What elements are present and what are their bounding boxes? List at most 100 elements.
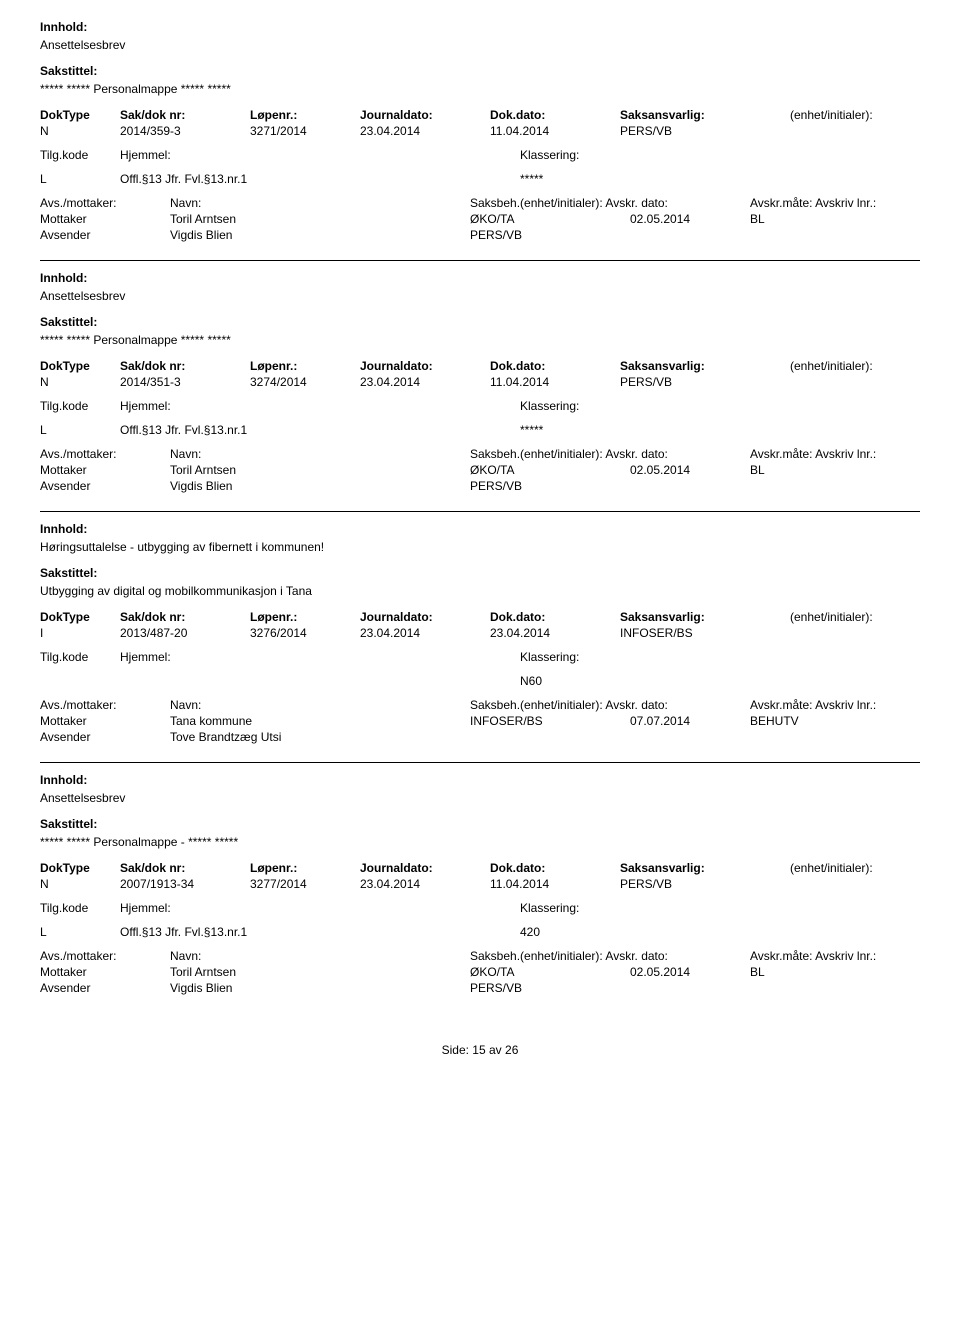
- tilgkode-value: L: [40, 172, 120, 186]
- lopenr-label: Løpenr.:: [250, 108, 360, 122]
- dokdato-label: Dok.dato:: [490, 610, 620, 624]
- doktype-value: N: [40, 375, 120, 389]
- party-name: Toril Arntsen: [170, 212, 470, 226]
- innhold-label: Innhold:: [40, 522, 920, 536]
- saksansvarlig-label: Saksansvarlig:: [620, 108, 790, 122]
- tilgkode-value: L: [40, 925, 120, 939]
- party-row: Mottaker Toril Arntsen ØKO/TA 02.05.2014…: [40, 212, 920, 226]
- journaldato-label: Journaldato:: [360, 861, 490, 875]
- party-name: Toril Arntsen: [170, 965, 470, 979]
- side-label: Side:: [442, 1043, 469, 1057]
- party-row: Mottaker Toril Arntsen ØKO/TA 02.05.2014…: [40, 965, 920, 979]
- party-avskr-mate: BL: [750, 463, 920, 477]
- party-name: Tana kommune: [170, 714, 470, 728]
- innhold-label: Innhold:: [40, 773, 920, 787]
- saksansvarlig-label: Saksansvarlig:: [620, 610, 790, 624]
- party-avskr-dato: 02.05.2014: [630, 965, 750, 979]
- party-avskr-mate: BL: [750, 212, 920, 226]
- party-avskr-mate: [750, 479, 920, 493]
- hjemmel-label: Hjemmel:: [120, 901, 520, 915]
- saksansvarlig-label: Saksansvarlig:: [620, 861, 790, 875]
- klassering-value: *****: [520, 423, 920, 437]
- klassering-value: N60: [520, 674, 920, 688]
- journaldato-value: 23.04.2014: [360, 626, 490, 640]
- doktype-label: DokType: [40, 108, 120, 122]
- dokdato-value: 11.04.2014: [490, 375, 620, 389]
- party-name: Tove Brandtzæg Utsi: [170, 730, 470, 744]
- sakstittel-label: Sakstittel:: [40, 64, 920, 78]
- sakdoknr-value: 2007/1913-34: [120, 877, 250, 891]
- journal-record: Innhold: Ansettelsesbrev Sakstittel: ***…: [40, 20, 920, 261]
- sakstittel-text: ***** ***** Personalmappe - ***** *****: [40, 835, 920, 849]
- sakstittel-text: Utbygging av digital og mobilkommunikasj…: [40, 584, 920, 598]
- avskr-mate-lnr-label: Avskr.måte: Avskriv lnr.:: [750, 196, 920, 210]
- klassering-value: *****: [520, 172, 920, 186]
- party-saksbeh: ØKO/TA: [470, 965, 630, 979]
- innhold-text: Høringsuttalelse - utbygging av fibernet…: [40, 540, 920, 554]
- avskr-mate-lnr-label: Avskr.måte: Avskriv lnr.:: [750, 698, 920, 712]
- party-avskr-mate: BEHUTV: [750, 714, 920, 728]
- klassering-label: Klassering:: [520, 650, 920, 664]
- journaldato-value: 23.04.2014: [360, 375, 490, 389]
- party-role: Avsender: [40, 730, 170, 744]
- enhet-initialer-label: (enhet/initialer):: [790, 861, 920, 875]
- navn-label: Navn:: [170, 196, 470, 210]
- saksansvarlig-label: Saksansvarlig:: [620, 359, 790, 373]
- party-name: Vigdis Blien: [170, 479, 470, 493]
- party-role: Avsender: [40, 981, 170, 995]
- innhold-text: Ansettelsesbrev: [40, 791, 920, 805]
- party-name: Vigdis Blien: [170, 228, 470, 242]
- hjemmel-label: Hjemmel:: [120, 650, 520, 664]
- navn-label: Navn:: [170, 949, 470, 963]
- enhet-initialer-label: (enhet/initialer):: [790, 108, 920, 122]
- av-label: av: [489, 1043, 502, 1057]
- sakstittel-label: Sakstittel:: [40, 315, 920, 329]
- avs-mottaker-label: Avs./mottaker:: [40, 196, 170, 210]
- party-row: Mottaker Tana kommune INFOSER/BS 07.07.2…: [40, 714, 920, 728]
- dokdato-label: Dok.dato:: [490, 861, 620, 875]
- lopenr-value: 3271/2014: [250, 124, 360, 138]
- enhet-initialer-label: (enhet/initialer):: [790, 610, 920, 624]
- lopenr-value: 3277/2014: [250, 877, 360, 891]
- navn-label: Navn:: [170, 698, 470, 712]
- doktype-value: I: [40, 626, 120, 640]
- saksbeh-avskr-label: Saksbeh.(enhet/initialer): Avskr. dato:: [470, 447, 750, 461]
- party-avskr-dato: [630, 981, 750, 995]
- party-avskr-mate: [750, 730, 920, 744]
- party-name: Vigdis Blien: [170, 981, 470, 995]
- doktype-value: N: [40, 877, 120, 891]
- saksansvarlig-value: PERS/VB: [620, 124, 790, 138]
- sakstittel-label: Sakstittel:: [40, 566, 920, 580]
- avskr-mate-lnr-label: Avskr.måte: Avskriv lnr.:: [750, 949, 920, 963]
- page-footer: Side: 15 av 26: [40, 1043, 920, 1057]
- hjemmel-value: Offl.§13 Jfr. Fvl.§13.nr.1: [120, 925, 520, 939]
- innhold-text: Ansettelsesbrev: [40, 38, 920, 52]
- saksbeh-avskr-label: Saksbeh.(enhet/initialer): Avskr. dato:: [470, 949, 750, 963]
- party-name: Toril Arntsen: [170, 463, 470, 477]
- tilgkode-label: Tilg.kode: [40, 650, 120, 664]
- lopenr-value: 3274/2014: [250, 375, 360, 389]
- party-avskr-mate: [750, 228, 920, 242]
- dokdato-value: 23.04.2014: [490, 626, 620, 640]
- sakdoknr-label: Sak/dok nr:: [120, 861, 250, 875]
- hjemmel-value: [120, 674, 520, 688]
- klassering-label: Klassering:: [520, 399, 920, 413]
- party-saksbeh: PERS/VB: [470, 981, 630, 995]
- klassering-label: Klassering:: [520, 148, 920, 162]
- doktype-value: N: [40, 124, 120, 138]
- sakstittel-label: Sakstittel:: [40, 817, 920, 831]
- lopenr-label: Løpenr.:: [250, 861, 360, 875]
- sakdoknr-value: 2013/487-20: [120, 626, 250, 640]
- lopenr-label: Løpenr.:: [250, 610, 360, 624]
- tilgkode-label: Tilg.kode: [40, 901, 120, 915]
- party-row: Avsender Vigdis Blien PERS/VB: [40, 228, 920, 242]
- avs-mottaker-label: Avs./mottaker:: [40, 447, 170, 461]
- party-saksbeh: ØKO/TA: [470, 463, 630, 477]
- klassering-label: Klassering:: [520, 901, 920, 915]
- party-role: Avsender: [40, 479, 170, 493]
- saksansvarlig-value: PERS/VB: [620, 877, 790, 891]
- dokdato-value: 11.04.2014: [490, 124, 620, 138]
- party-row: Avsender Vigdis Blien PERS/VB: [40, 479, 920, 493]
- page-number: 15: [472, 1043, 485, 1057]
- dokdato-label: Dok.dato:: [490, 108, 620, 122]
